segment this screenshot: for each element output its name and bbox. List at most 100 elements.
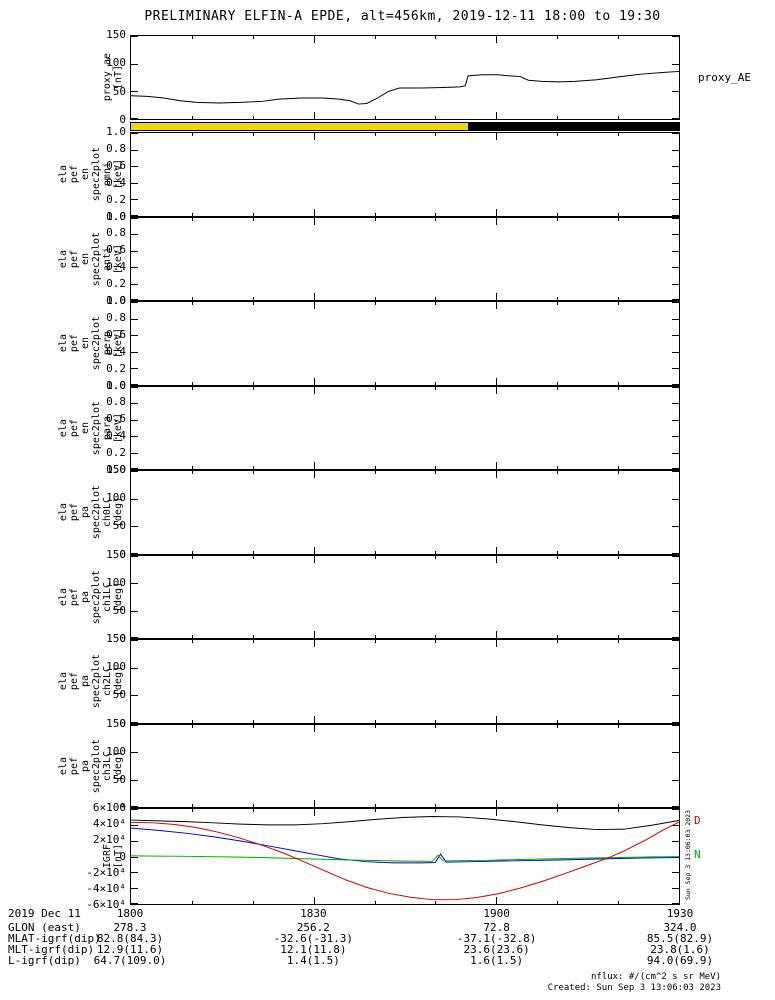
y-axis-label-word: ela <box>58 587 69 606</box>
x-minor-tick-mark <box>252 116 254 119</box>
y-tick-mark <box>672 752 679 753</box>
y-tick-mark <box>131 63 138 65</box>
x-minor-tick-mark <box>435 212 437 216</box>
y-tick-mark <box>672 133 679 134</box>
y-tick-label: 0.6 <box>106 158 126 172</box>
y-tick-label: 50 <box>112 772 126 786</box>
y-tick-mark <box>131 267 138 268</box>
y-tick-mark <box>131 824 138 826</box>
x-minor-tick-mark <box>374 217 376 221</box>
ephemeris-value: 82.8(84.3) <box>96 931 164 945</box>
x-minor-tick-mark <box>435 901 437 904</box>
plot-box-igrf <box>130 808 680 905</box>
y-tick-label: 100 <box>106 744 126 758</box>
y-tick-mark <box>672 318 679 320</box>
series-proxy_AE <box>131 70 679 105</box>
y-tick-label: 0 <box>119 849 126 863</box>
y-tick-mark <box>672 872 679 874</box>
y-tick-label: 0.0 <box>106 209 126 223</box>
ephemeris-value: 1.6(1.5) <box>470 953 524 967</box>
x-minor-tick-mark <box>435 804 437 807</box>
y-tick-mark <box>672 888 679 890</box>
x-minor-tick-mark <box>191 297 193 300</box>
x-minor-tick-mark <box>374 901 376 904</box>
x-minor-tick-mark <box>191 901 193 904</box>
y-tick-mark <box>672 583 679 584</box>
panel-en_anti: ela pef en spec2plot anti [keV] 1.0 0.8 0.6 0.4 0.… <box>0 210 775 307</box>
x-minor-tick-mark <box>618 724 620 728</box>
x-minor-tick-mark <box>557 804 559 807</box>
x-minor-tick-mark <box>618 719 620 723</box>
y-tick-label: 100 <box>106 660 126 674</box>
x-minor-tick-mark <box>435 550 437 554</box>
plot-box-en_perp <box>130 301 680 386</box>
y-tick-mark <box>131 368 138 369</box>
x-minor-tick-mark <box>618 901 620 904</box>
y-tick-label: 0.8 <box>106 310 126 324</box>
x-minor-tick-mark <box>435 386 437 390</box>
x-minor-tick-mark <box>618 640 620 643</box>
y-tick-label: 0.4 <box>106 175 126 189</box>
sun-bar-segment-shadow <box>468 123 679 130</box>
x-minor-tick-mark <box>374 386 376 390</box>
x-major-tick-mark <box>496 724 498 732</box>
x-minor-tick-mark <box>435 133 437 136</box>
x-minor-tick-mark <box>374 804 376 807</box>
y-tick-label: 0.6 <box>106 327 126 341</box>
y-tick-mark <box>672 468 679 469</box>
y-tick-label: 0 <box>119 113 126 126</box>
y-tick-mark <box>131 640 138 641</box>
y-tick-mark <box>672 149 679 151</box>
x-minor-tick-mark <box>252 635 254 638</box>
x-minor-tick-mark <box>557 555 559 559</box>
y-tick-mark <box>672 903 679 904</box>
y-tick-mark <box>131 149 138 151</box>
y-axis-label: ela pef pa spec2plot ch1LC [deg] <box>34 555 124 640</box>
y-tick-mark <box>672 351 679 353</box>
x-minor-tick-mark <box>435 116 437 119</box>
x-minor-tick-mark <box>191 302 193 305</box>
y-tick-label: -6×10⁴ <box>86 898 126 911</box>
y-axis-label-word: pef <box>69 756 80 775</box>
y-tick-mark <box>672 721 679 723</box>
y-tick-mark <box>131 806 138 807</box>
y-tick-mark <box>131 809 138 810</box>
x-minor-tick-mark <box>374 297 376 300</box>
y-tick-label: 0 <box>119 801 126 814</box>
x-major-tick-mark <box>496 809 498 816</box>
ephemeris-value: 64.7(109.0) <box>93 953 167 967</box>
y-tick-mark <box>131 555 138 557</box>
x-minor-tick-mark <box>374 809 376 812</box>
igrf-component-label: D <box>694 813 701 827</box>
x-minor-tick-mark <box>374 640 376 643</box>
y-tick-label: 0 <box>119 632 126 645</box>
x-minor-tick-mark <box>557 381 559 385</box>
x-minor-tick-mark <box>618 302 620 305</box>
x-minor-tick-mark <box>252 555 254 559</box>
x-major-tick-mark <box>313 36 315 43</box>
x-minor-tick-mark <box>374 555 376 559</box>
x-minor-tick-mark <box>191 724 193 728</box>
y-tick-mark <box>131 318 138 320</box>
panel-pa_ch2lc: ela pef pa spec2plot ch2LC [deg] 150 100 50 0 <box>0 633 775 729</box>
x-minor-tick-mark <box>374 550 376 554</box>
y-tick-mark <box>131 386 138 388</box>
y-tick-label: 0.4 <box>106 344 126 358</box>
ephemeris-value: 72.8 <box>483 920 510 934</box>
time-tick-label: 1800 <box>116 907 144 920</box>
x-minor-tick-mark <box>618 116 620 119</box>
x-minor-tick-mark <box>435 809 437 812</box>
x-minor-tick-mark <box>374 381 376 385</box>
y-axis-label-word: ela <box>58 672 69 691</box>
x-major-tick-mark <box>313 471 315 478</box>
x-minor-tick-mark <box>557 386 559 390</box>
x-minor-tick-mark <box>252 386 254 390</box>
panel-en_perp: ela pef en spec2plot perp [keV] 1.0 0.8 0.6 0.4 0.… <box>0 295 775 391</box>
x-minor-tick-mark <box>435 217 437 221</box>
x-minor-tick-mark <box>557 297 559 300</box>
y-tick-mark <box>131 335 138 336</box>
plot-title: PRELIMINARY ELFIN-A EPDE, alt=456km, 201… <box>144 9 661 24</box>
y-tick-label: 4×10⁴ <box>92 817 126 831</box>
x-minor-tick-mark <box>252 466 254 469</box>
y-tick-mark <box>672 436 679 437</box>
